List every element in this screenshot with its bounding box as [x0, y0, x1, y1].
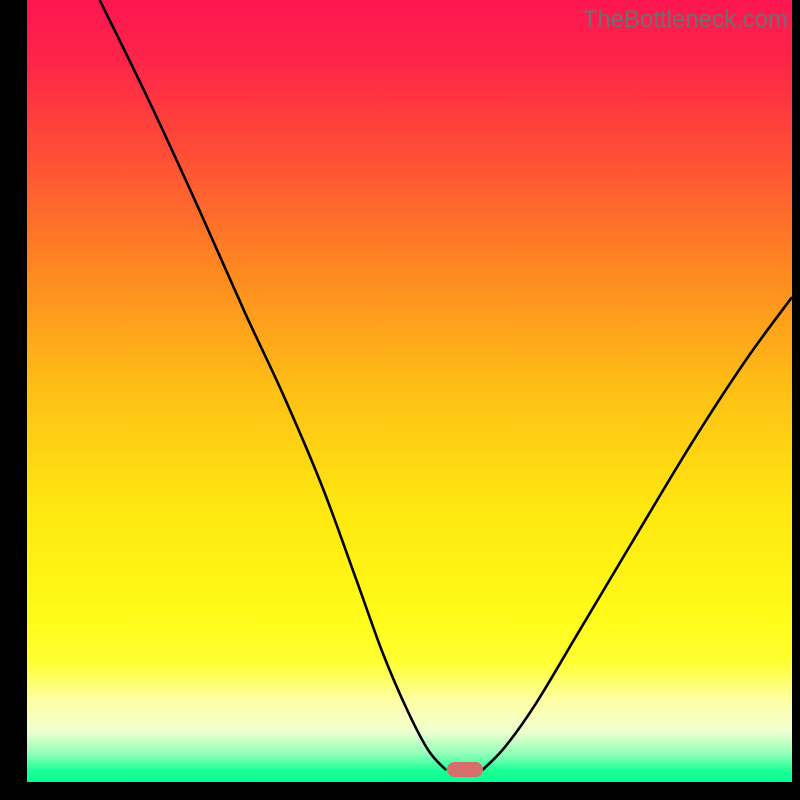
- optimal-marker: [447, 762, 483, 777]
- border-left: [0, 0, 27, 800]
- border-bottom: [0, 782, 800, 800]
- attribution-text: TheBottleneck.com: [583, 6, 788, 34]
- chart-container: TheBottleneck.com: [0, 0, 800, 800]
- chart-area: [27, 0, 792, 782]
- gradient-background: [27, 0, 792, 782]
- border-right: [792, 0, 800, 800]
